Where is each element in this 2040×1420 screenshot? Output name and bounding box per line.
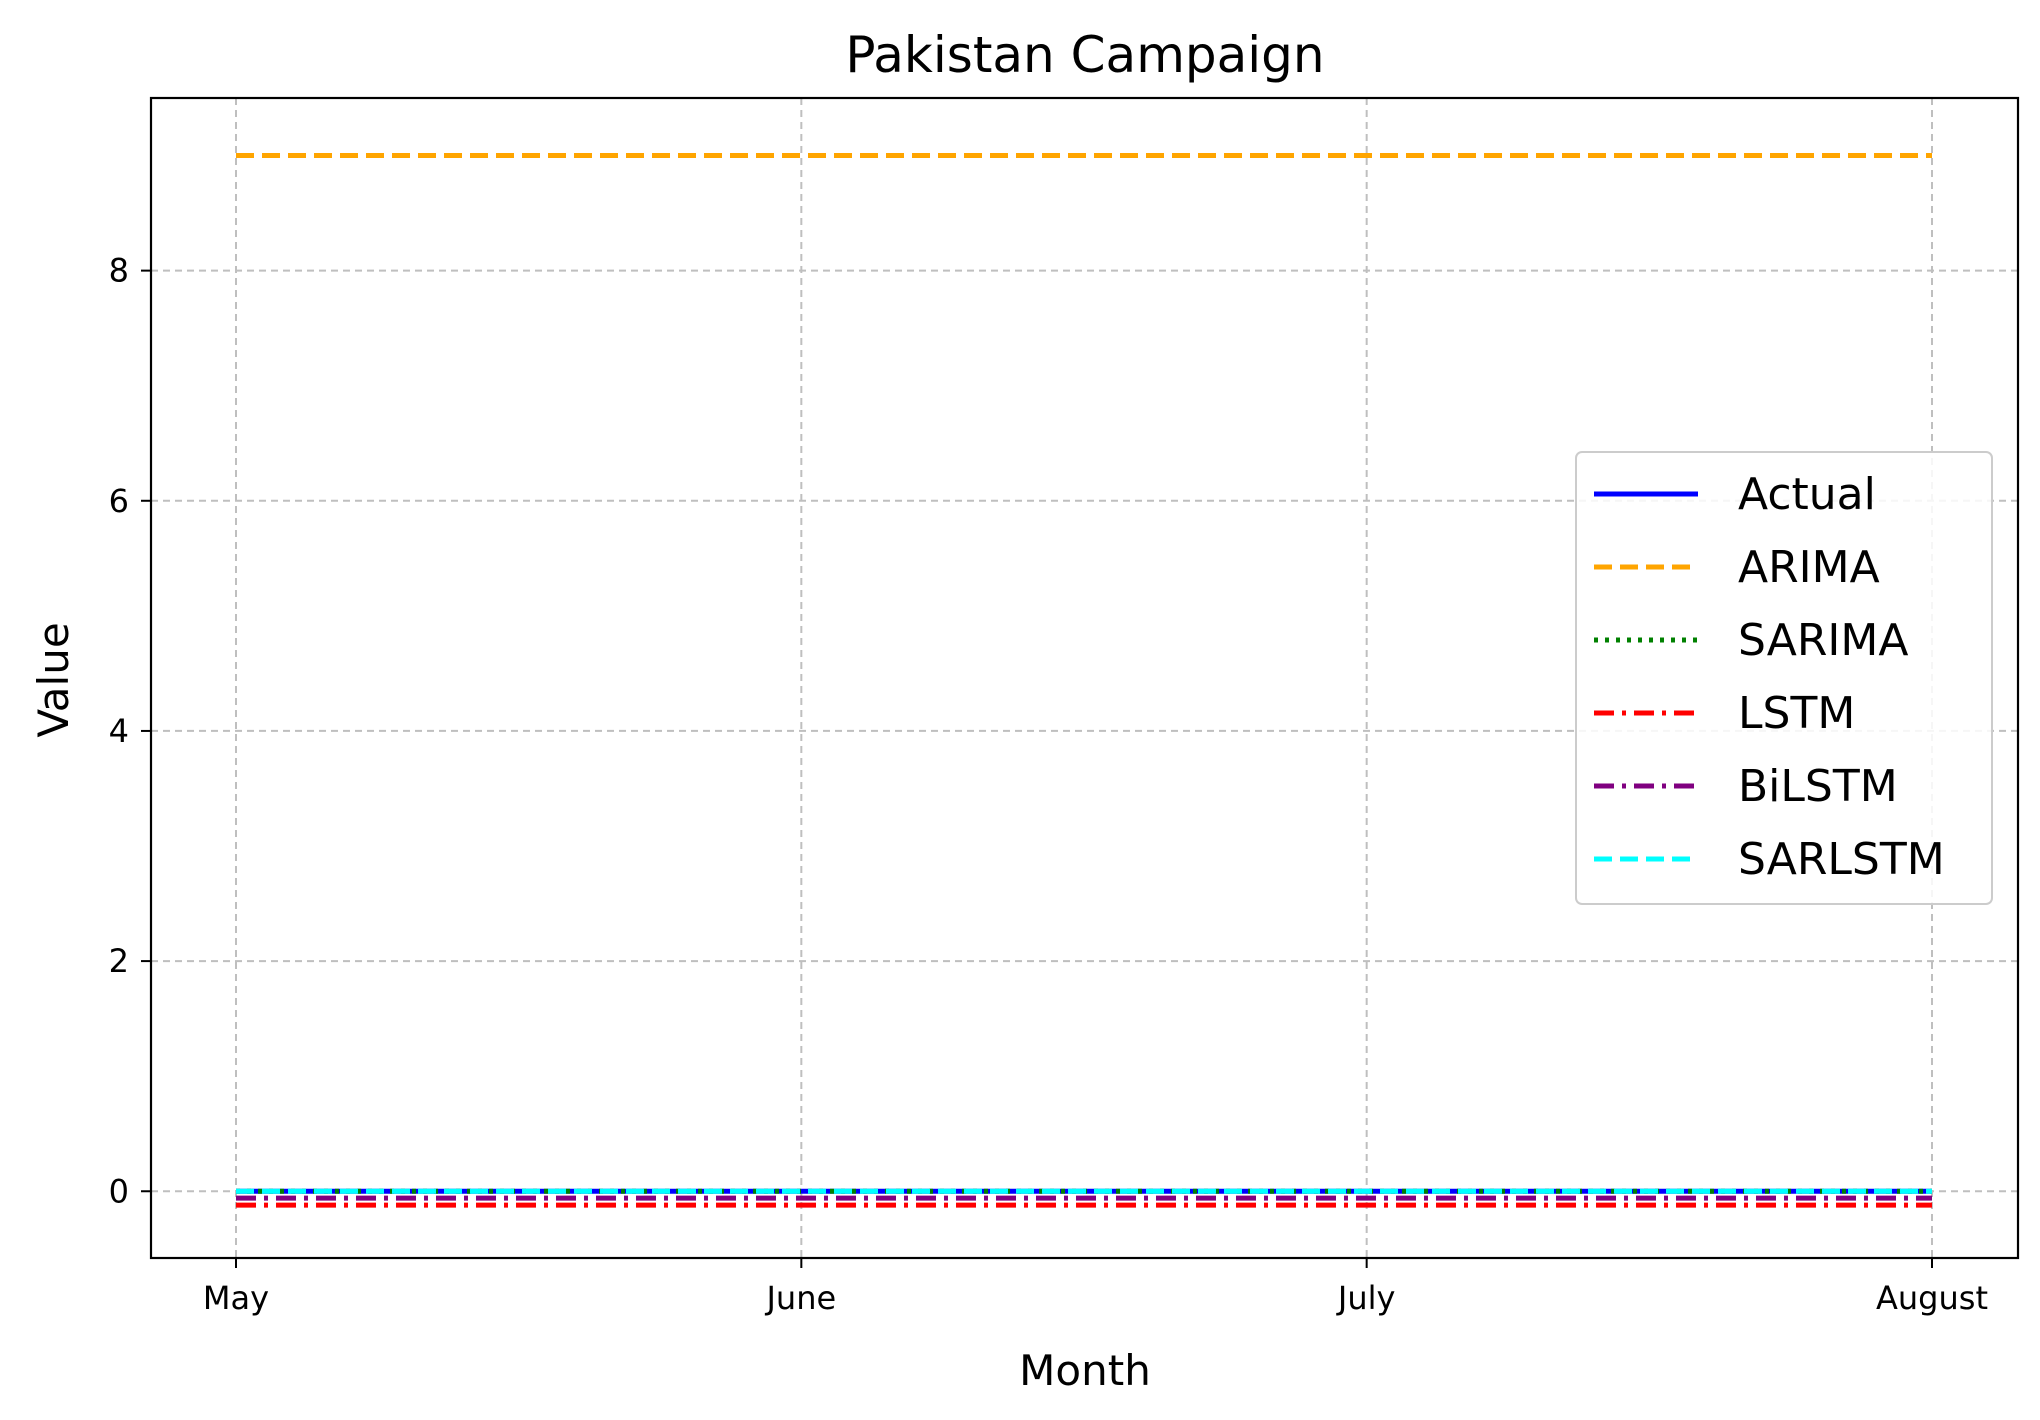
legend-label: SARLSTM — [1738, 834, 1945, 885]
legend-label: Actual — [1738, 469, 1876, 520]
x-tick-label: June — [764, 1279, 836, 1317]
chart-title: Pakistan Campaign — [845, 26, 1324, 84]
legend-label: SARIMA — [1738, 615, 1908, 666]
legend: Actual ARIMA SARIMA LSTM BiLSTM SARLSTM — [1575, 451, 1993, 905]
x-tick-label: July — [1336, 1279, 1396, 1317]
x-tick-label: May — [203, 1279, 269, 1317]
series-layer — [236, 153, 1932, 1208]
axis-ticks: May June July August 0 2 4 6 8 — [109, 252, 1988, 1317]
legend-label: LSTM — [1738, 688, 1855, 739]
x-axis-title: Month — [1019, 1346, 1151, 1395]
y-tick-label: 4 — [109, 712, 129, 750]
y-axis-title: Value — [29, 622, 78, 737]
legend-label: BiLSTM — [1738, 761, 1898, 812]
y-tick-label: 6 — [109, 482, 129, 520]
plot-frame — [149, 96, 2020, 1260]
y-tick-label: 0 — [109, 1172, 129, 1210]
y-tick-label: 2 — [109, 942, 129, 980]
y-tick-label: 8 — [109, 252, 129, 290]
legend-label: ARIMA — [1738, 542, 1880, 593]
x-tick-label: August — [1876, 1279, 1988, 1317]
